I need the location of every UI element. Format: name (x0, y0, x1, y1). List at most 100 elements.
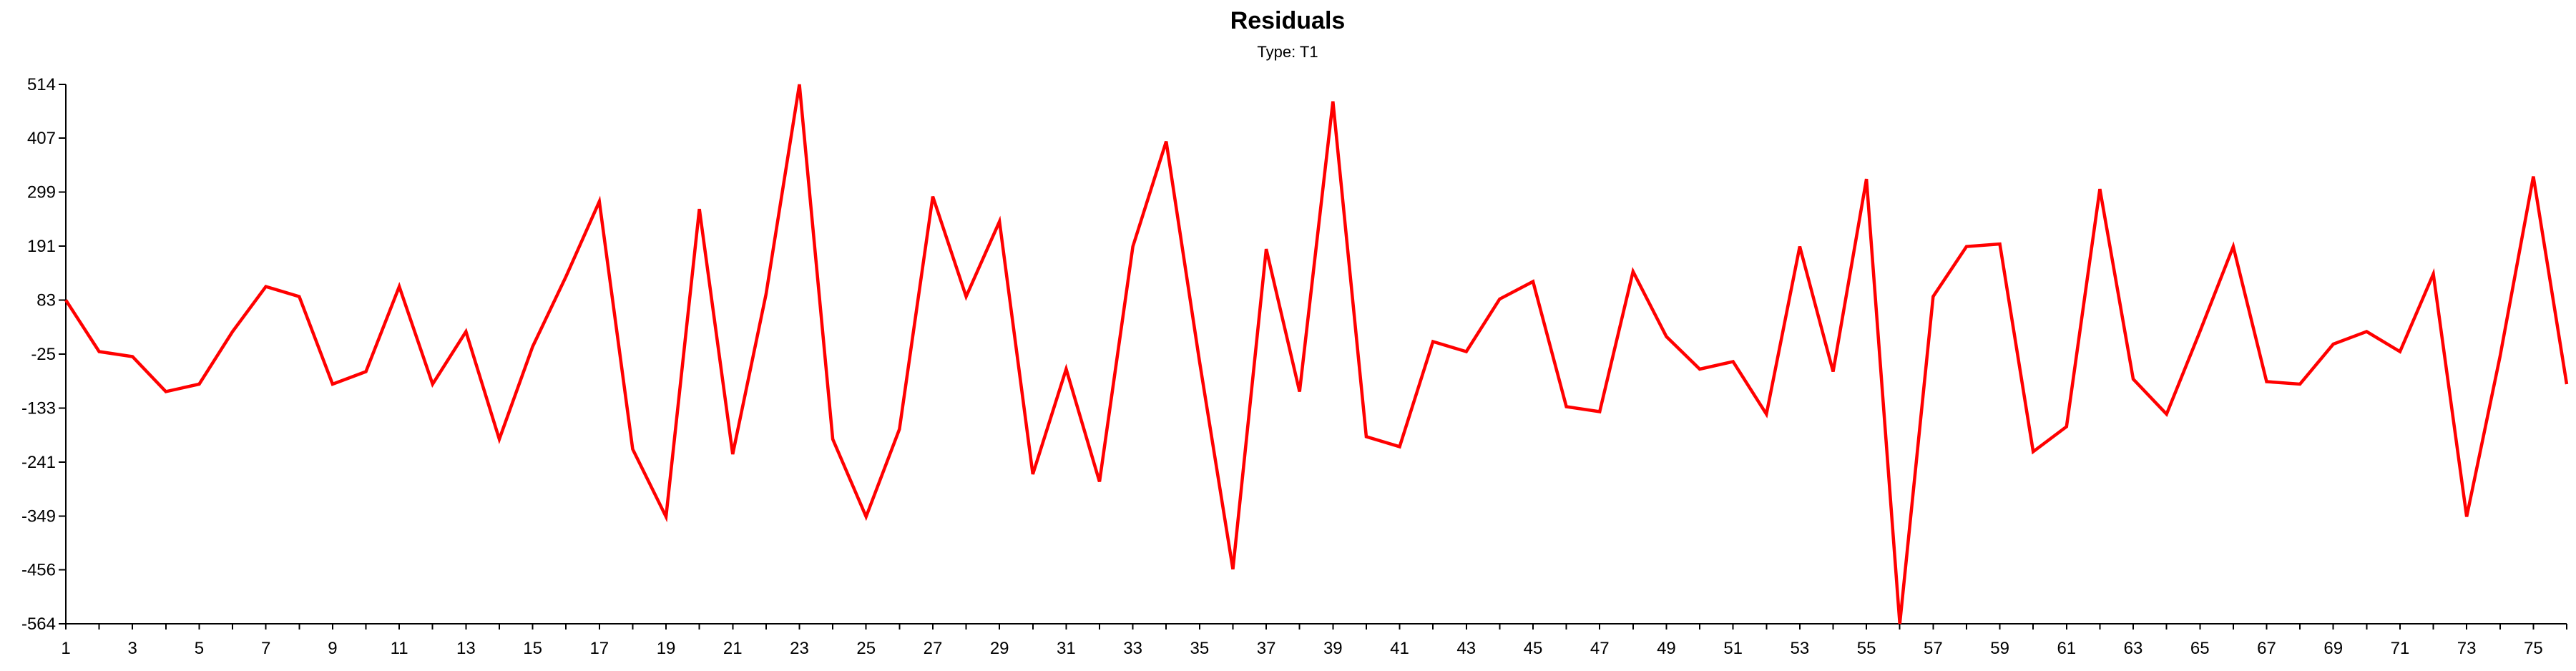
x-tick-label: 69 (2323, 639, 2343, 658)
data-point (597, 200, 602, 204)
x-tick-label: 39 (1323, 639, 1343, 658)
x-tick-label: 25 (856, 639, 876, 658)
x-tick-label: 19 (657, 639, 676, 658)
x-tick-label: 43 (1456, 639, 1476, 658)
x-tick-label: 13 (456, 639, 476, 658)
x-tick-label: 23 (790, 639, 809, 658)
data-point (2398, 350, 2402, 354)
x-tick-label: 33 (1123, 639, 1142, 658)
y-axis-ticks: 514 407 299 191 83 -25 -133 -241 -349 -456 -564 (21, 75, 66, 634)
data-point (1864, 177, 1869, 181)
x-tick-label: 53 (1791, 639, 1810, 658)
data-point (2231, 245, 2235, 249)
x-tick-label: 57 (1924, 639, 1943, 658)
data-point (1931, 295, 1935, 299)
x-tick-label: 49 (1657, 639, 1676, 658)
x-tick-label: 71 (2391, 639, 2410, 658)
data-point (2565, 382, 2569, 386)
x-tick-label: 21 (723, 639, 743, 658)
data-point (431, 382, 435, 386)
data-point (730, 452, 735, 456)
data-point (1264, 247, 1268, 251)
y-tick-label: -133 (21, 399, 56, 418)
x-tick-label: 15 (523, 639, 542, 658)
data-point (931, 195, 935, 199)
x-tick-label: 5 (195, 639, 204, 658)
x-tick-label: 45 (1524, 639, 1543, 658)
data-point (797, 82, 801, 87)
x-tick-label: 1 (61, 639, 70, 658)
data-point (2131, 377, 2135, 381)
y-tick-label: -25 (31, 345, 56, 364)
x-tick-label: 65 (2190, 639, 2210, 658)
data-point (1298, 389, 1302, 393)
x-axis-ticks: 1 3 5 7 9 11 13 15 17 19 21 23 25 27 29 31 33 35 37 39 41 43 4… (61, 624, 2567, 658)
x-tick-label: 61 (2057, 639, 2076, 658)
data-point (1731, 359, 1735, 363)
data-point (1564, 404, 1569, 408)
x-tick-label: 17 (589, 639, 609, 658)
x-tick-label: 75 (2524, 639, 2543, 658)
data-point (2097, 187, 2102, 191)
data-point (1230, 567, 1235, 572)
data-point (64, 298, 68, 302)
y-tick-label: 299 (27, 182, 56, 202)
data-point (1831, 369, 1836, 373)
x-tick-label: 55 (1857, 639, 1876, 658)
x-tick-label: 63 (2124, 639, 2143, 658)
data-point (2065, 424, 2069, 428)
y-tick-label: -456 (21, 560, 56, 579)
data-point (230, 330, 235, 334)
data-point (2264, 379, 2268, 383)
data-point (1164, 139, 1168, 144)
data-point (1131, 245, 1135, 249)
data-point (2298, 382, 2302, 386)
data-point (2031, 449, 2035, 454)
data-point (397, 285, 401, 289)
data-point (764, 292, 768, 296)
data-point (664, 514, 668, 519)
x-tick-label: 47 (1590, 639, 1610, 658)
data-point (2364, 330, 2369, 334)
data-point (897, 427, 901, 431)
x-tick-label: 31 (1057, 639, 1076, 658)
data-point (1764, 412, 1768, 416)
series-line (64, 84, 2569, 625)
data-point (964, 295, 969, 299)
data-point (1031, 472, 1035, 476)
data-point (197, 382, 201, 386)
data-point (97, 350, 102, 354)
data-point (1698, 367, 1702, 371)
data-point (697, 207, 702, 211)
data-point (1597, 409, 1602, 413)
chart-title: Residuals (1230, 7, 1346, 34)
data-point (1964, 245, 1969, 249)
chart-subtitle: Type: T1 (1257, 43, 1318, 61)
data-point (1464, 350, 1469, 354)
x-tick-label: 41 (1390, 639, 1409, 658)
x-tick-label: 3 (128, 639, 137, 658)
y-tick-label: -564 (21, 614, 56, 634)
data-point (2198, 330, 2202, 334)
x-tick-label: 59 (1990, 639, 2009, 658)
data-point (164, 389, 168, 393)
data-point (497, 437, 501, 441)
data-point (531, 345, 535, 349)
data-point (1364, 434, 1368, 439)
x-tick-label: 51 (1723, 639, 1743, 658)
x-tick-label: 29 (990, 639, 1009, 658)
data-point (1898, 622, 1902, 626)
y-tick-label: 407 (27, 129, 56, 148)
data-point (297, 295, 301, 299)
data-point (2498, 354, 2502, 358)
data-point (1198, 359, 1202, 363)
data-point (1998, 242, 2002, 246)
data-point (130, 354, 134, 358)
x-tick-label: 27 (924, 639, 943, 658)
data-point (864, 514, 868, 519)
data-point (1097, 479, 1102, 484)
data-point (1064, 367, 1068, 371)
data-point (1331, 99, 1335, 104)
data-point (1531, 280, 1535, 284)
